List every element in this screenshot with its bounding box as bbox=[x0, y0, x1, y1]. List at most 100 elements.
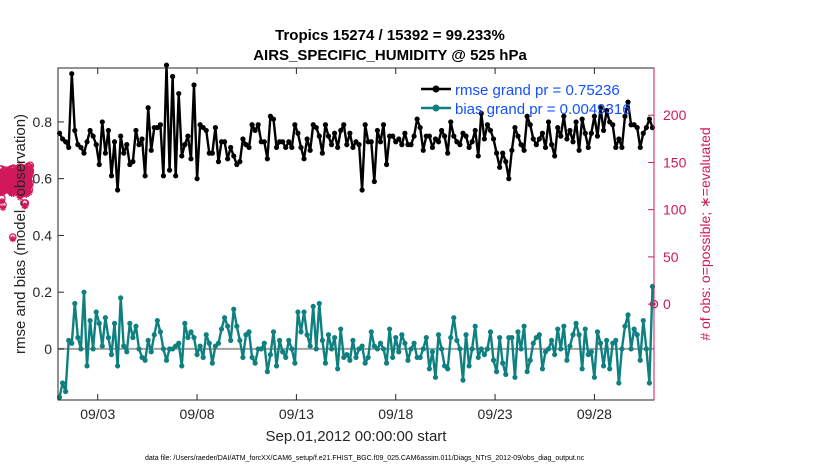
rmse-point bbox=[500, 150, 506, 156]
legend-bias-label: bias grand pr = 0.0049316 bbox=[455, 101, 631, 118]
bias-point bbox=[176, 340, 182, 346]
bias-point bbox=[283, 354, 289, 361]
bias-point bbox=[75, 334, 81, 341]
rmse-point bbox=[142, 173, 148, 179]
rmse-point bbox=[542, 144, 549, 151]
rmse-point bbox=[634, 124, 640, 131]
bias-point bbox=[411, 340, 417, 346]
bias-point bbox=[469, 346, 475, 352]
bias-point bbox=[160, 346, 167, 352]
bias-point bbox=[286, 337, 292, 344]
rmse-point bbox=[600, 127, 607, 134]
bias-point bbox=[218, 326, 225, 332]
bias-point bbox=[417, 354, 423, 361]
bias-point bbox=[646, 380, 653, 386]
rmse-point bbox=[228, 144, 234, 151]
bias-point bbox=[561, 323, 567, 329]
rmse-point bbox=[493, 150, 500, 156]
rmse-point bbox=[503, 159, 509, 165]
rmse-point bbox=[616, 136, 622, 142]
rmse-point bbox=[484, 122, 491, 128]
rmse-point bbox=[417, 124, 423, 131]
obs-evaluated-marker bbox=[26, 182, 34, 190]
bias-point bbox=[289, 346, 295, 352]
rmse-point bbox=[99, 119, 105, 125]
rmse-point bbox=[570, 139, 576, 145]
bias-point bbox=[84, 363, 90, 369]
rmse-point bbox=[215, 159, 222, 165]
bias-point bbox=[78, 346, 84, 352]
rmse-point bbox=[442, 133, 448, 139]
obs-evaluated-marker bbox=[26, 189, 33, 196]
rmse-point bbox=[105, 127, 112, 134]
rmse-point bbox=[316, 133, 322, 139]
rmse-point bbox=[362, 122, 368, 128]
x-axis-ticks: 09/03 09/08 09/13 09/18 09/23 09/28 bbox=[80, 68, 612, 422]
rmse-point bbox=[298, 144, 304, 151]
rmse-point bbox=[173, 173, 179, 179]
rmse-point bbox=[273, 144, 280, 151]
bias-point bbox=[188, 329, 194, 335]
bias-point bbox=[319, 337, 325, 344]
bias-point bbox=[582, 326, 588, 332]
rmse-point bbox=[408, 142, 414, 148]
rmse-point bbox=[426, 133, 432, 139]
bias-point bbox=[322, 360, 329, 366]
bias-point bbox=[328, 346, 335, 352]
rmse-point bbox=[63, 139, 69, 145]
rmse-point bbox=[597, 105, 604, 111]
rmse-point bbox=[283, 144, 289, 151]
x-tick-label: 09/23 bbox=[478, 406, 513, 422]
rmse-point bbox=[231, 153, 237, 159]
bias-point bbox=[478, 346, 484, 352]
bias-point bbox=[423, 334, 429, 341]
bias-point bbox=[481, 351, 487, 358]
bias-point bbox=[594, 329, 601, 335]
rmse-point bbox=[591, 113, 598, 119]
bias-point bbox=[570, 332, 576, 338]
rmse-point bbox=[383, 161, 390, 168]
rmse-point bbox=[344, 142, 350, 148]
rmse-point bbox=[558, 133, 564, 139]
bias-point bbox=[509, 334, 515, 341]
x-tick-label: 09/03 bbox=[80, 406, 115, 422]
rmse-point bbox=[194, 176, 200, 182]
rmse-point bbox=[313, 124, 319, 131]
bias-point bbox=[460, 377, 466, 383]
bias-point bbox=[325, 332, 332, 338]
rmse-point bbox=[561, 113, 567, 119]
bias-point bbox=[69, 340, 75, 346]
rmse-point bbox=[292, 122, 298, 128]
bias-point bbox=[466, 363, 472, 369]
bias-point bbox=[301, 309, 307, 315]
rmse-point bbox=[347, 130, 353, 136]
rmse-point bbox=[221, 139, 228, 145]
bias-point bbox=[72, 300, 78, 307]
rmse-point bbox=[533, 142, 539, 148]
bias-point bbox=[350, 337, 356, 344]
y-right-tick-label: 150 bbox=[663, 154, 687, 170]
rmse-point bbox=[521, 147, 527, 153]
rmse-point bbox=[185, 133, 191, 139]
bias-point bbox=[463, 332, 469, 338]
bias-point bbox=[304, 332, 310, 338]
bias-point bbox=[515, 329, 521, 335]
rmse-point bbox=[411, 133, 417, 139]
rmse-point bbox=[212, 124, 219, 131]
rmse-point bbox=[252, 127, 258, 134]
bias-point bbox=[59, 380, 66, 386]
obs-evaluated-marker bbox=[9, 235, 17, 243]
bias-point bbox=[637, 357, 643, 363]
bias-point bbox=[454, 337, 460, 344]
rmse-point bbox=[286, 139, 292, 145]
bias-point bbox=[332, 334, 338, 341]
bias-point bbox=[124, 349, 130, 355]
bias-point bbox=[634, 332, 640, 338]
bias-point bbox=[215, 340, 222, 346]
rmse-point bbox=[515, 133, 521, 139]
rmse-point bbox=[438, 127, 445, 134]
rmse-point bbox=[506, 176, 512, 182]
rmse-point bbox=[338, 127, 344, 134]
bias-point bbox=[335, 366, 341, 372]
chart-title-line2: AIRS_SPECIFIC_HUMIDITY @ 525 hPa bbox=[253, 47, 527, 64]
